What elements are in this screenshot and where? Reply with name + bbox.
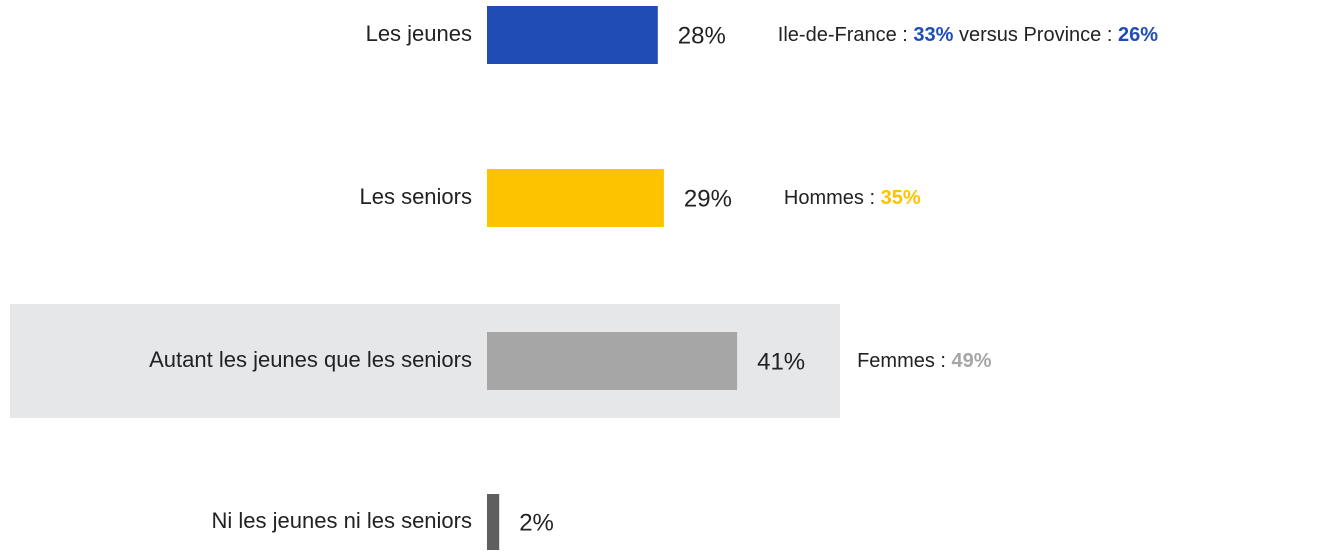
bar (487, 6, 658, 64)
bar (487, 332, 738, 390)
annotation-part: Ile-de-France : (778, 24, 914, 46)
annotation-part: versus Province : (953, 24, 1118, 46)
category-label: Autant les jeunes que les seniors (149, 347, 472, 372)
category-label: Les seniors (359, 184, 472, 209)
value-label: 28% (678, 22, 726, 49)
annotation-part: 35% (881, 187, 921, 209)
annotation-part: Femmes : (857, 350, 951, 372)
annotation-part: 26% (1118, 24, 1158, 46)
annotation: Hommes : 35% (784, 187, 921, 209)
annotation: Femmes : 49% (857, 350, 992, 372)
value-label: 2% (519, 509, 554, 536)
annotation-part: Hommes : (784, 187, 881, 209)
annotation: Ile-de-France : 33% versus Province : 26… (778, 24, 1158, 46)
bar (487, 169, 664, 227)
annotation-part: 33% (913, 24, 953, 46)
category-label: Les jeunes (366, 21, 472, 46)
category-label: Ni les jeunes ni les seniors (212, 508, 472, 533)
value-label: 29% (684, 185, 732, 212)
value-label: 41% (757, 348, 805, 375)
bar (487, 494, 500, 550)
annotation-part: 49% (952, 350, 992, 372)
